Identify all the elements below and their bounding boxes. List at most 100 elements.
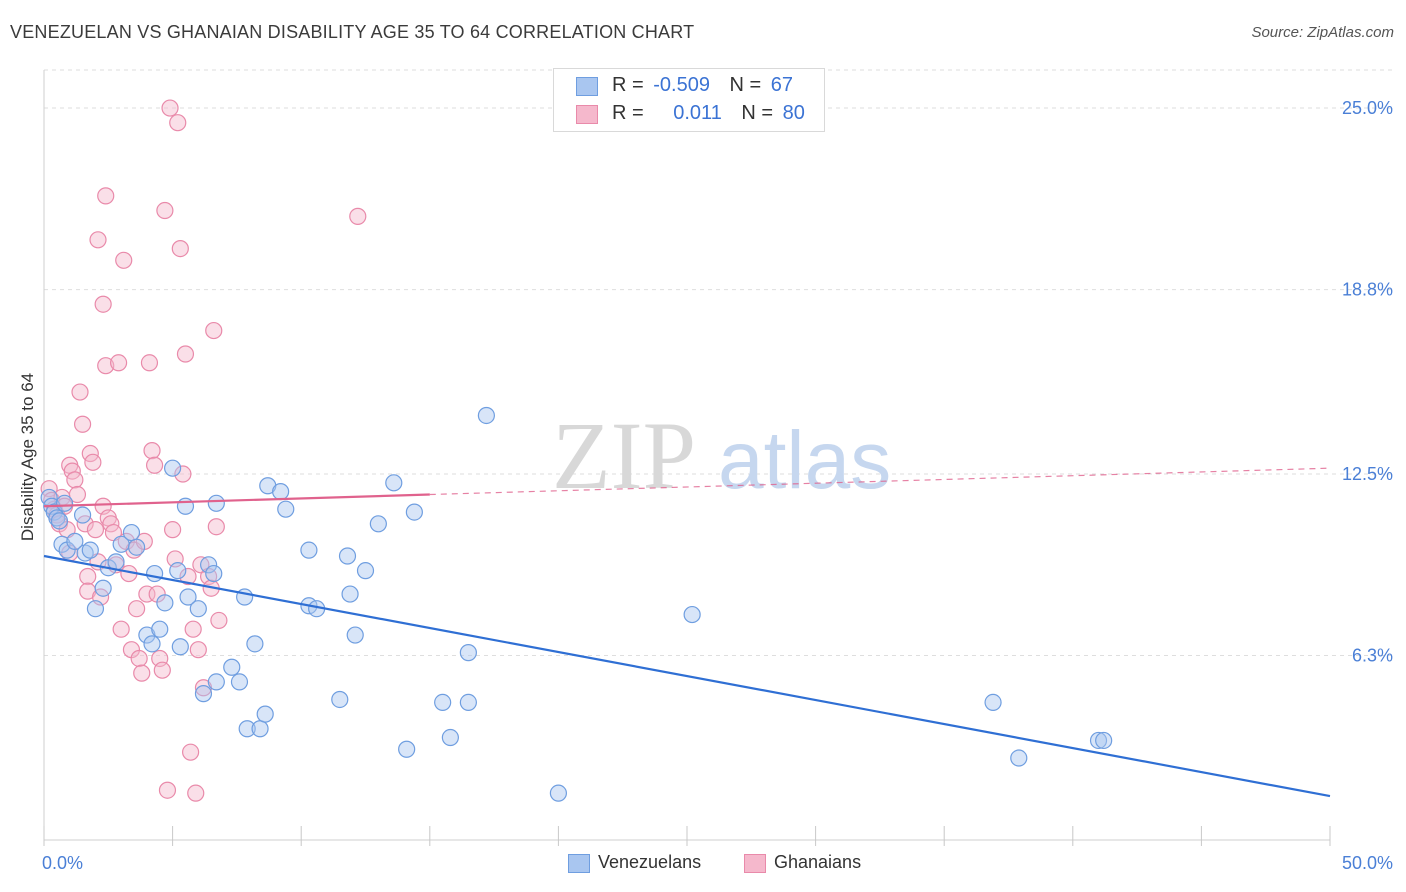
ghanaian-point[interactable] xyxy=(143,442,161,460)
venezuelan-point[interactable] xyxy=(200,556,218,574)
venezuelan-point[interactable] xyxy=(171,638,189,656)
ghanaian-point[interactable] xyxy=(71,383,89,401)
ghanaian-point[interactable] xyxy=(207,518,225,536)
ghanaian-point[interactable] xyxy=(174,465,192,483)
venezuelan-point[interactable] xyxy=(251,720,269,738)
ghanaian-point[interactable] xyxy=(84,453,102,471)
venezuelan-point[interactable] xyxy=(205,564,223,583)
ghanaian-point[interactable] xyxy=(156,201,174,220)
ghanaians-points xyxy=(40,99,367,802)
ghanaian-point[interactable] xyxy=(164,521,182,539)
venezuelan-point[interactable] xyxy=(1010,749,1028,767)
ghanaian-point[interactable] xyxy=(89,231,107,249)
ghanaian-point[interactable] xyxy=(97,187,115,205)
venezuelan-point[interactable] xyxy=(179,588,197,606)
ghanaian-point[interactable] xyxy=(86,521,105,539)
venezuelan-point[interactable] xyxy=(207,673,225,691)
venezuelan-point[interactable] xyxy=(984,693,1002,711)
ghanaian-point[interactable] xyxy=(184,620,202,638)
ghanaian-point[interactable] xyxy=(171,239,189,258)
venezuelan-point[interactable] xyxy=(223,658,241,676)
venezuelan-point[interactable] xyxy=(369,515,387,533)
venezuelan-point[interactable] xyxy=(1095,731,1113,750)
ghanaian-point[interactable] xyxy=(187,784,205,802)
ghanaian-point[interactable] xyxy=(112,620,130,638)
venezuelan-point[interactable] xyxy=(338,547,357,565)
venezuelan-point[interactable] xyxy=(459,644,477,662)
ghanaian-point[interactable] xyxy=(133,664,151,682)
venezuelan-point[interactable] xyxy=(143,635,161,653)
legend-r-value: -0.509 xyxy=(653,74,710,96)
venezuelan-point[interactable] xyxy=(194,685,213,703)
venezuelan-point[interactable] xyxy=(66,532,84,550)
venezuelan-point[interactable] xyxy=(246,635,264,653)
ghanaian-point[interactable] xyxy=(130,649,148,668)
ghanaian-point[interactable] xyxy=(66,471,84,489)
venezuelan-point[interactable] xyxy=(1089,731,1108,750)
ghanaian-point[interactable] xyxy=(210,611,228,630)
legend-swatch-pink xyxy=(576,105,598,124)
venezuelan-point[interactable] xyxy=(73,506,92,524)
venezuelan-point[interactable] xyxy=(459,693,477,711)
ghanaian-point[interactable] xyxy=(109,354,128,372)
ghanaian-point[interactable] xyxy=(182,743,200,761)
ghanaian-point[interactable] xyxy=(158,781,177,799)
venezuelan-point[interactable] xyxy=(277,500,295,518)
venezuelan-point[interactable] xyxy=(300,541,318,559)
ghanaian-point[interactable] xyxy=(205,321,223,340)
venezuelan-point[interactable] xyxy=(356,562,375,580)
ghanaian-point[interactable] xyxy=(140,354,159,372)
ghanaian-point[interactable] xyxy=(127,600,146,618)
y-axis-title: Disability Age 35 to 64 xyxy=(18,373,37,541)
venezuelan-point[interactable] xyxy=(48,509,66,527)
ghanaian-point[interactable] xyxy=(145,456,164,474)
venezuelan-point[interactable] xyxy=(549,784,568,802)
venezuelan-point[interactable] xyxy=(151,620,169,638)
venezuelan-point[interactable] xyxy=(683,605,701,624)
ghanaian-point[interactable] xyxy=(73,415,92,433)
venezuelan-point[interactable] xyxy=(477,406,495,425)
venezuelan-point[interactable] xyxy=(346,626,364,644)
venezuelan-point[interactable] xyxy=(50,512,69,530)
venezuelan-point[interactable] xyxy=(164,459,182,477)
ghanaian-point[interactable] xyxy=(115,251,133,269)
ghanaian-point[interactable] xyxy=(153,661,171,679)
venezuelan-point[interactable] xyxy=(169,562,187,580)
ghanaian-point[interactable] xyxy=(94,295,112,313)
venezuelan-point[interactable] xyxy=(398,740,416,758)
venezuelan-point[interactable] xyxy=(189,600,207,618)
venezuelan-point[interactable] xyxy=(441,728,459,747)
ghanaian-point[interactable] xyxy=(179,567,197,586)
ghanaian-point[interactable] xyxy=(169,114,187,132)
ghanaian-point[interactable] xyxy=(349,207,367,225)
venezuelan-point[interactable] xyxy=(405,503,423,521)
venezuelan-point[interactable] xyxy=(385,474,403,492)
ghanaian-point[interactable] xyxy=(176,345,195,363)
venezuelan-point[interactable] xyxy=(86,600,105,618)
venezuelan-point[interactable] xyxy=(238,720,256,738)
venezuelan-point[interactable] xyxy=(331,690,349,709)
ghanaian-point[interactable] xyxy=(161,99,179,117)
venezuelan-point[interactable] xyxy=(122,523,141,542)
venezuelan-point[interactable] xyxy=(256,705,274,723)
y-tick-label: 18.8% xyxy=(1342,280,1393,300)
venezuelan-point[interactable] xyxy=(434,693,452,711)
venezuelan-point[interactable] xyxy=(272,482,290,501)
ghanaian-point[interactable] xyxy=(97,357,115,375)
venezuelan-point[interactable] xyxy=(341,585,359,603)
venezuelan-point[interactable] xyxy=(230,673,249,691)
venezuelan-point[interactable] xyxy=(76,544,94,562)
venezuelan-point[interactable] xyxy=(156,594,174,612)
venezuelan-point[interactable] xyxy=(176,497,195,515)
venezuelan-point[interactable] xyxy=(127,538,146,556)
venezuelan-point[interactable] xyxy=(207,494,225,512)
ghanaian-point[interactable] xyxy=(189,641,207,659)
venezuelan-point[interactable] xyxy=(81,541,99,559)
ghanaian-point[interactable] xyxy=(79,567,97,586)
venezuelan-point[interactable] xyxy=(145,564,164,583)
venezuelan-point[interactable] xyxy=(94,579,112,597)
watermark-atlas: atlas xyxy=(718,415,891,506)
ghanaian-point[interactable] xyxy=(68,485,87,504)
venezuelan-point[interactable] xyxy=(55,494,74,512)
